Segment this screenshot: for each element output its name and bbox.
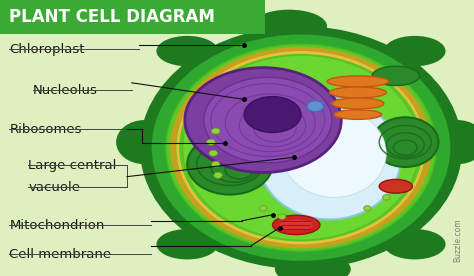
Ellipse shape: [187, 134, 273, 195]
Ellipse shape: [384, 229, 446, 259]
Text: Nucleolus: Nucleolus: [33, 84, 98, 97]
Ellipse shape: [185, 68, 341, 172]
Ellipse shape: [384, 36, 446, 66]
Ellipse shape: [327, 76, 389, 87]
Ellipse shape: [329, 87, 386, 98]
Ellipse shape: [258, 98, 401, 219]
Ellipse shape: [259, 206, 267, 211]
Ellipse shape: [379, 179, 412, 193]
Ellipse shape: [273, 215, 320, 235]
Ellipse shape: [140, 26, 462, 269]
FancyBboxPatch shape: [0, 0, 265, 34]
Text: Chloroplast: Chloroplast: [9, 43, 85, 56]
Ellipse shape: [383, 195, 390, 200]
Ellipse shape: [372, 66, 419, 86]
Ellipse shape: [204, 77, 332, 163]
Text: Ribosomes: Ribosomes: [9, 123, 82, 136]
Ellipse shape: [278, 214, 286, 219]
Ellipse shape: [372, 117, 438, 167]
Text: Large central: Large central: [28, 159, 117, 172]
Ellipse shape: [182, 55, 419, 240]
Ellipse shape: [244, 97, 301, 132]
Ellipse shape: [251, 10, 327, 43]
Ellipse shape: [307, 101, 324, 112]
Ellipse shape: [332, 98, 384, 109]
Ellipse shape: [166, 44, 436, 251]
Ellipse shape: [334, 110, 382, 120]
Ellipse shape: [214, 172, 222, 178]
Ellipse shape: [364, 206, 371, 211]
Ellipse shape: [209, 150, 218, 156]
Ellipse shape: [207, 139, 215, 145]
Text: Buzzle.com: Buzzle.com: [453, 219, 462, 262]
Ellipse shape: [211, 128, 220, 134]
Text: vacuole: vacuole: [28, 181, 81, 194]
Ellipse shape: [211, 161, 220, 167]
Ellipse shape: [156, 229, 218, 259]
Ellipse shape: [116, 120, 173, 164]
Text: Cell membrane: Cell membrane: [9, 248, 111, 261]
Ellipse shape: [282, 109, 386, 197]
Ellipse shape: [156, 36, 218, 66]
Text: Mitochondrion: Mitochondrion: [9, 219, 105, 232]
Ellipse shape: [275, 253, 351, 276]
Ellipse shape: [429, 120, 474, 164]
Text: PLANT CELL DIAGRAM: PLANT CELL DIAGRAM: [9, 7, 214, 26]
Ellipse shape: [280, 219, 313, 230]
Ellipse shape: [152, 34, 450, 261]
